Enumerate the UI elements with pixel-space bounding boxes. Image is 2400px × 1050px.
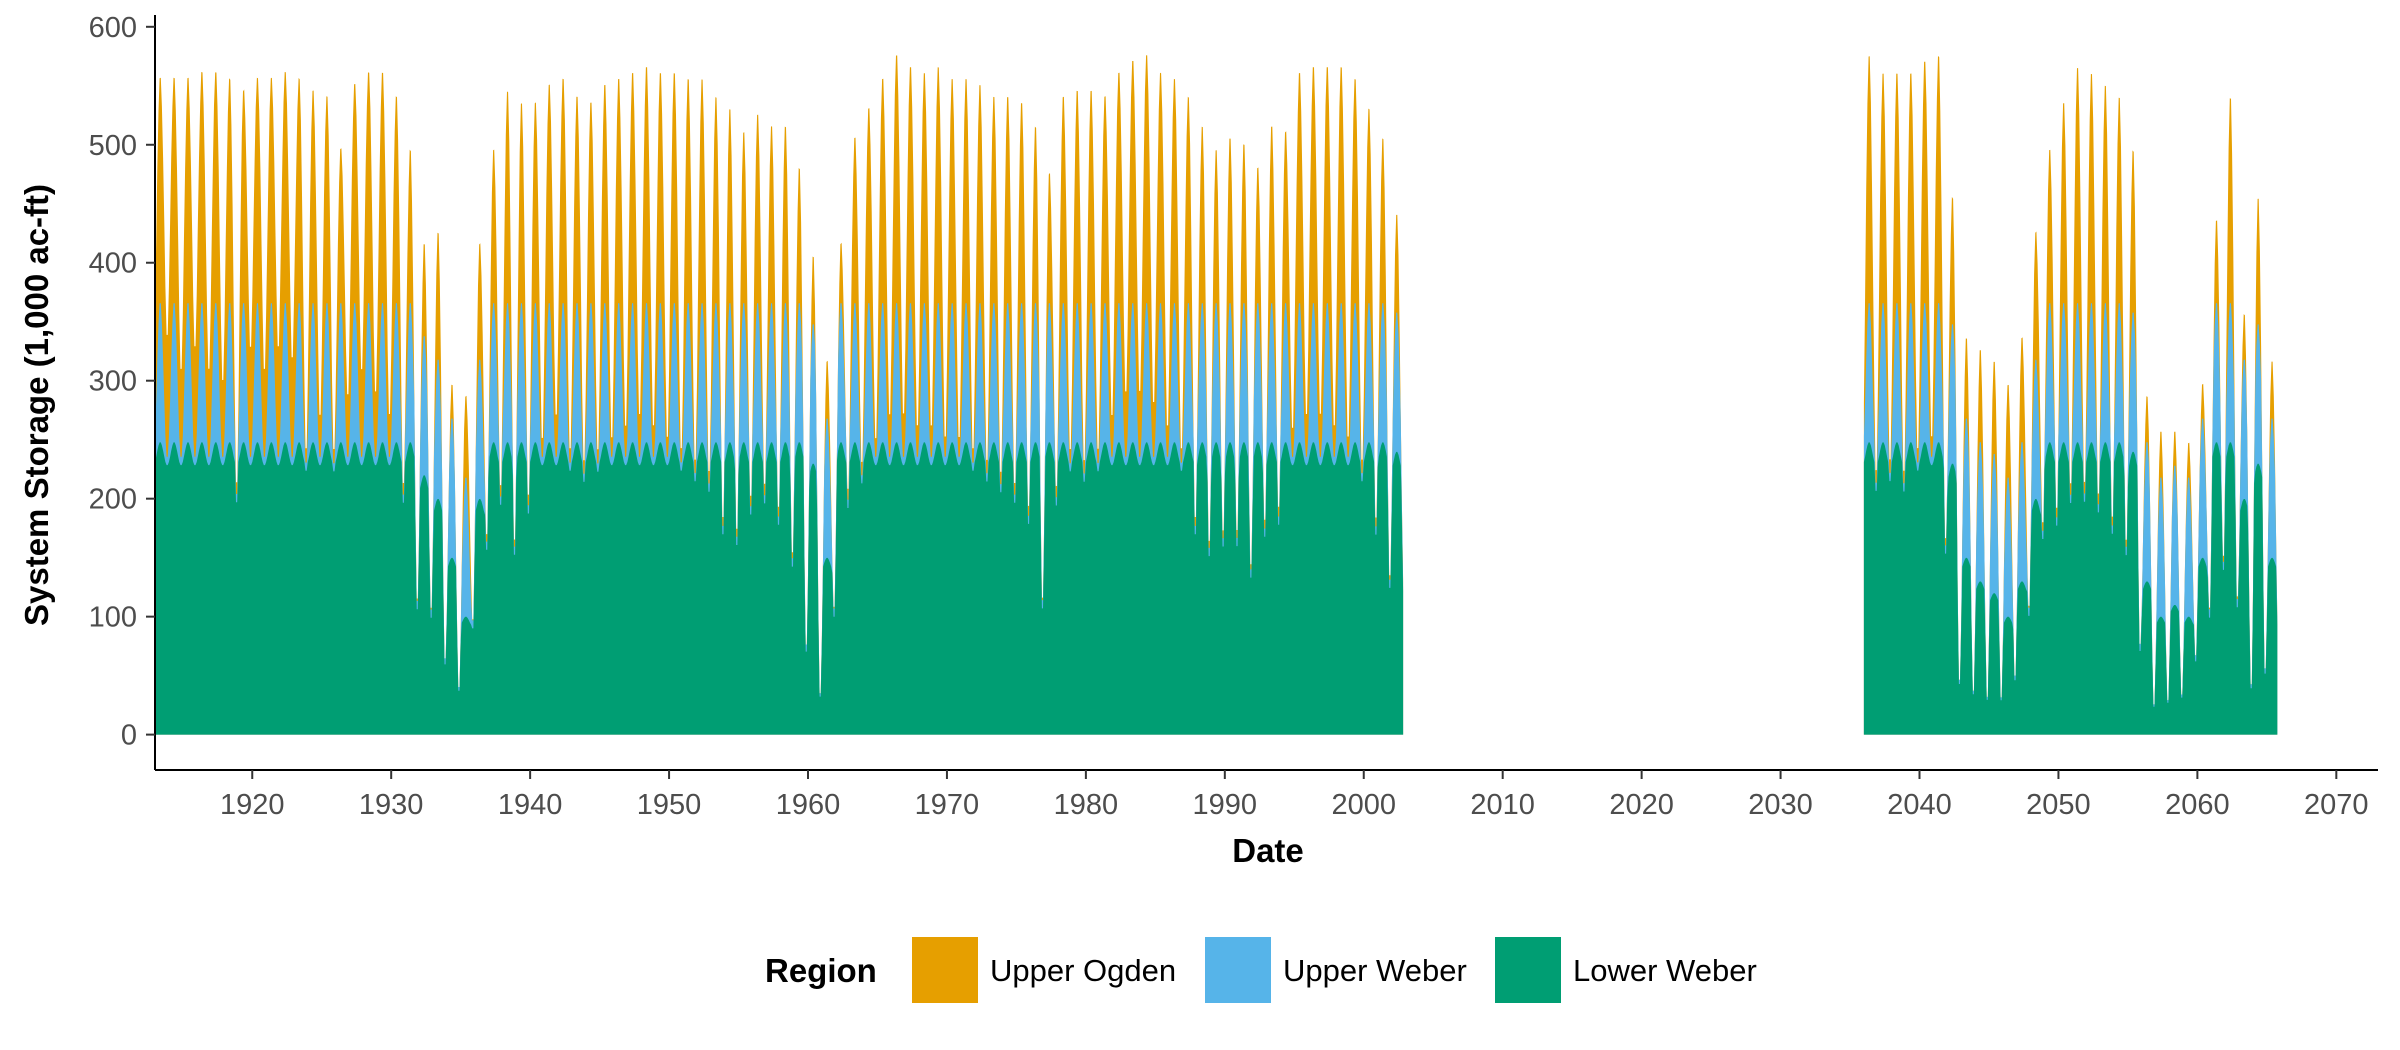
legend-label-upper-weber: Upper Weber: [1283, 953, 1467, 988]
x-tick-label: 1930: [359, 789, 424, 821]
x-tick-label: 1970: [915, 789, 980, 821]
y-tick-label: 0: [121, 720, 137, 752]
legend-title: Region: [765, 952, 877, 989]
x-axis: 1920 1930 1940 1950 1960 1970 1980 1990 2000 2010…: [155, 769, 2378, 821]
x-tick-label: 1920: [220, 789, 285, 821]
y-tick-label: 500: [89, 130, 137, 162]
legend-key-upper-weber: [1205, 937, 1271, 1003]
x-tick-label: 2050: [2026, 789, 2091, 821]
x-axis-title: Date: [1232, 832, 1304, 869]
x-tick-label: 2070: [2304, 789, 2369, 821]
x-tick-label: 2010: [1470, 789, 1535, 821]
x-tick-label: 1950: [637, 789, 702, 821]
area-lower-weber-period-2: [1863, 442, 2278, 735]
y-tick-label: 100: [89, 602, 137, 634]
legend: Region Upper Ogden Upper Weber Lower Weber: [765, 937, 1757, 1003]
x-tick-label: 2030: [1748, 789, 1813, 821]
x-tick-label: 1980: [1054, 789, 1119, 821]
legend-label-lower-weber: Lower Weber: [1573, 953, 1757, 988]
y-tick-label: 300: [89, 366, 137, 398]
x-tick-label: 2060: [2165, 789, 2230, 821]
y-tick-label: 400: [89, 248, 137, 280]
legend-key-upper-ogden: [912, 937, 978, 1003]
x-tick-label: 1960: [776, 789, 841, 821]
stacked-area-series: [155, 55, 2278, 735]
y-tick-label: 600: [89, 12, 137, 44]
x-tick-label: 1990: [1193, 789, 1258, 821]
legend-key-lower-weber: [1495, 937, 1561, 1003]
x-tick-label: 2020: [1609, 789, 1674, 821]
legend-label-upper-ogden: Upper Ogden: [990, 953, 1176, 988]
y-axis-title: System Storage (1,000 ac-ft): [18, 184, 55, 626]
y-tick-label: 200: [89, 484, 137, 516]
x-tick-label: 2000: [1331, 789, 1396, 821]
area-lower-weber-period-1: [155, 442, 1404, 735]
x-tick-label: 1940: [498, 789, 563, 821]
x-tick-label: 2040: [1887, 789, 1952, 821]
y-axis: 0 100 200 300 400 500 600: [89, 12, 156, 770]
